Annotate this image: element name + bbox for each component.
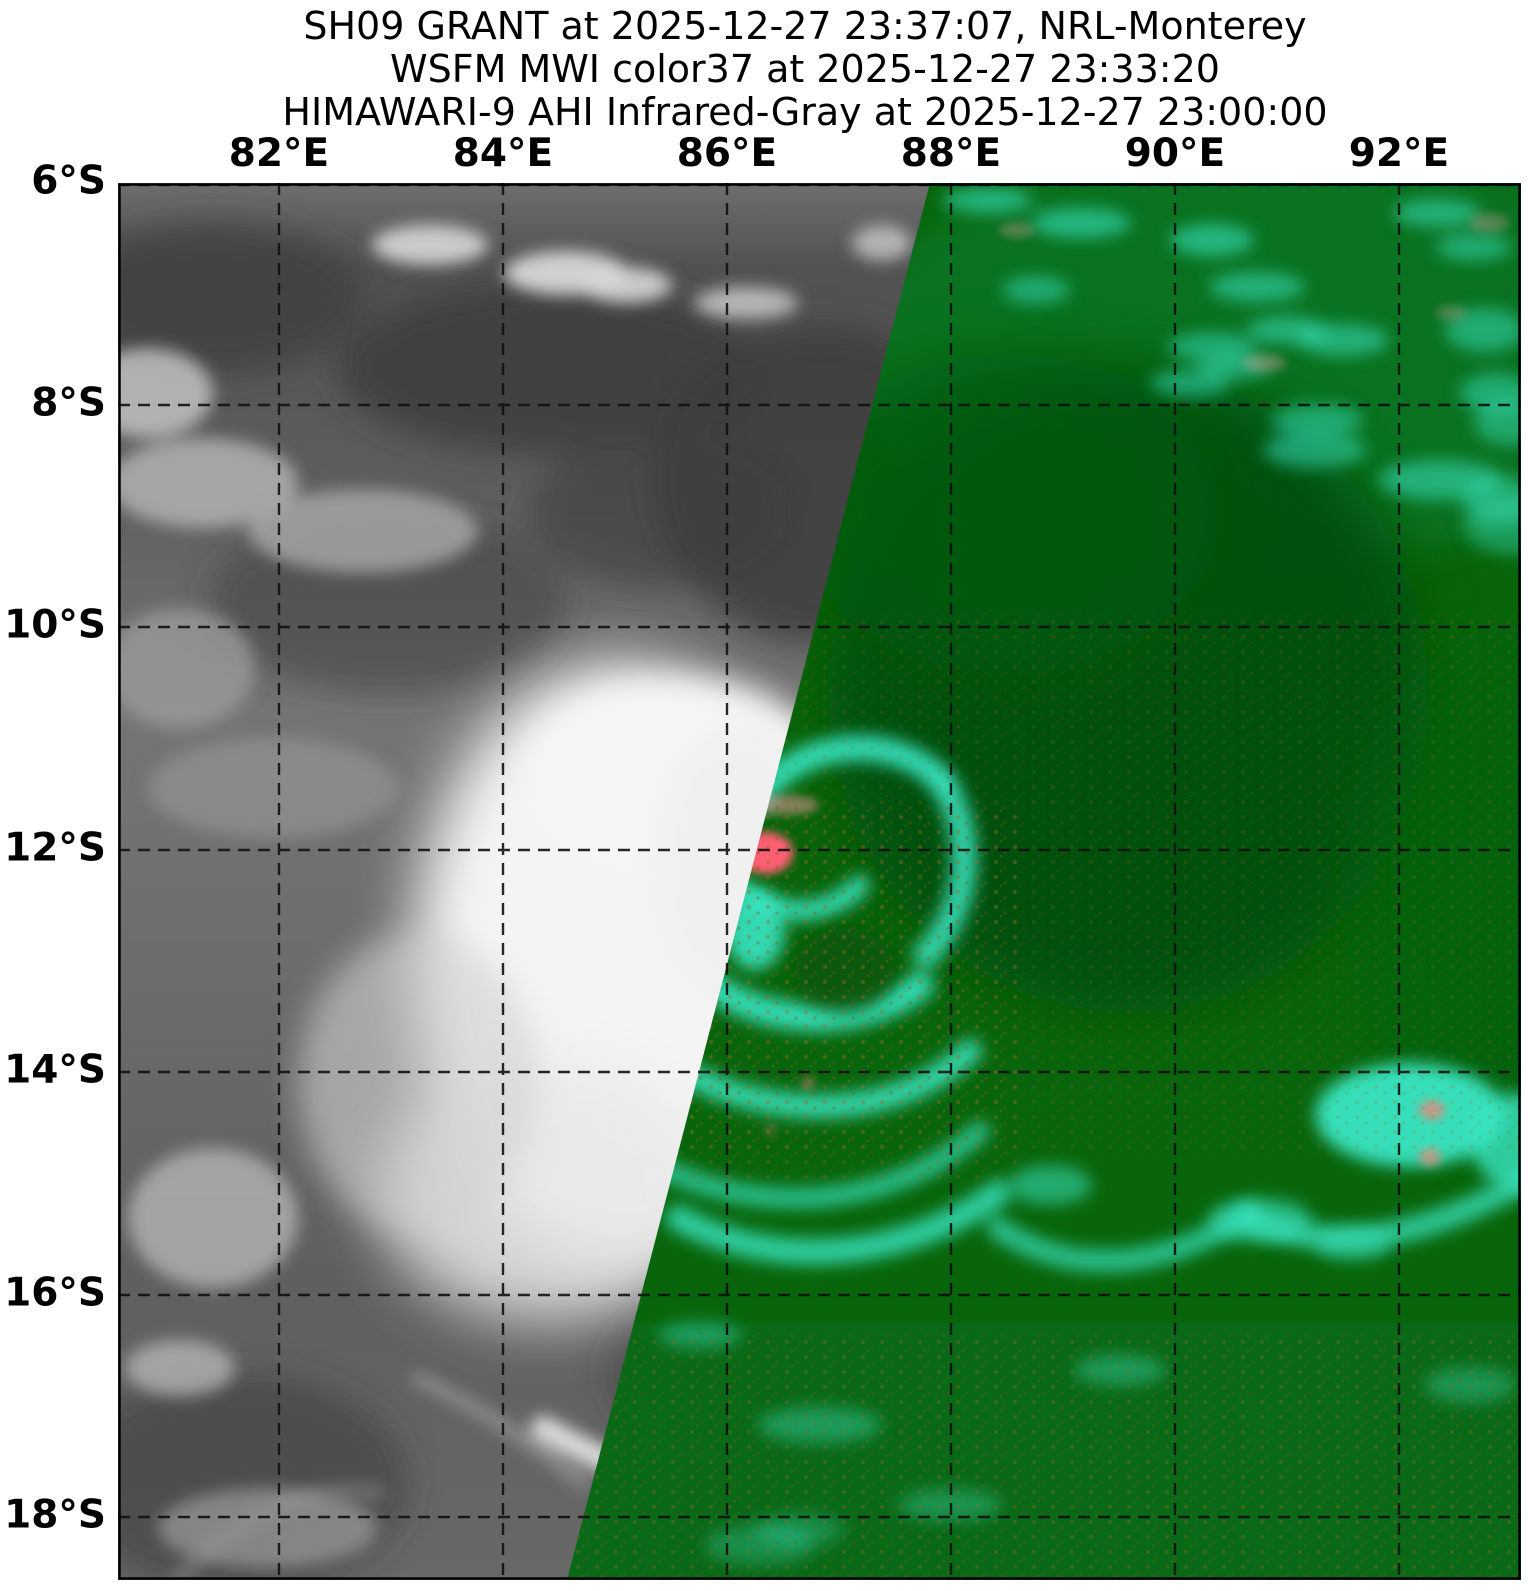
lon-tick-label: 84°E: [452, 131, 554, 176]
map-plot: [118, 183, 1521, 1580]
lon-tick-label: 86°E: [676, 131, 778, 176]
lat-tick-label: 8°S: [31, 380, 106, 426]
lat-tick-label: 6°S: [31, 158, 106, 204]
lon-tick-label: 88°E: [900, 131, 1002, 176]
lat-tick-label: 16°S: [4, 1270, 106, 1316]
lon-tick-label: 90°E: [1124, 131, 1226, 176]
lat-tick-label: 10°S: [4, 602, 106, 648]
lat-tick-label: 18°S: [4, 1492, 106, 1538]
title-line-himawari: HIMAWARI-9 AHI Infrared-Gray at 2025-12-…: [282, 90, 1328, 134]
title-line-storm: SH09 GRANT at 2025-12-27 23:37:07, NRL-M…: [303, 4, 1307, 48]
lon-tick-label: 82°E: [228, 131, 330, 176]
lon-tick-label: 92°E: [1348, 131, 1450, 176]
satellite-imagery: [118, 183, 1521, 1580]
map-frame: [118, 183, 1521, 1580]
lat-tick-label: 14°S: [4, 1047, 106, 1093]
title-line-mwi: WSFM MWI color37 at 2025-12-27 23:33:20: [390, 47, 1220, 91]
plot-titles: SH09 GRANT at 2025-12-27 23:37:07, NRL-M…: [100, 5, 1510, 134]
lat-tick-label: 12°S: [4, 825, 106, 871]
grid-lines: [118, 183, 1521, 1580]
